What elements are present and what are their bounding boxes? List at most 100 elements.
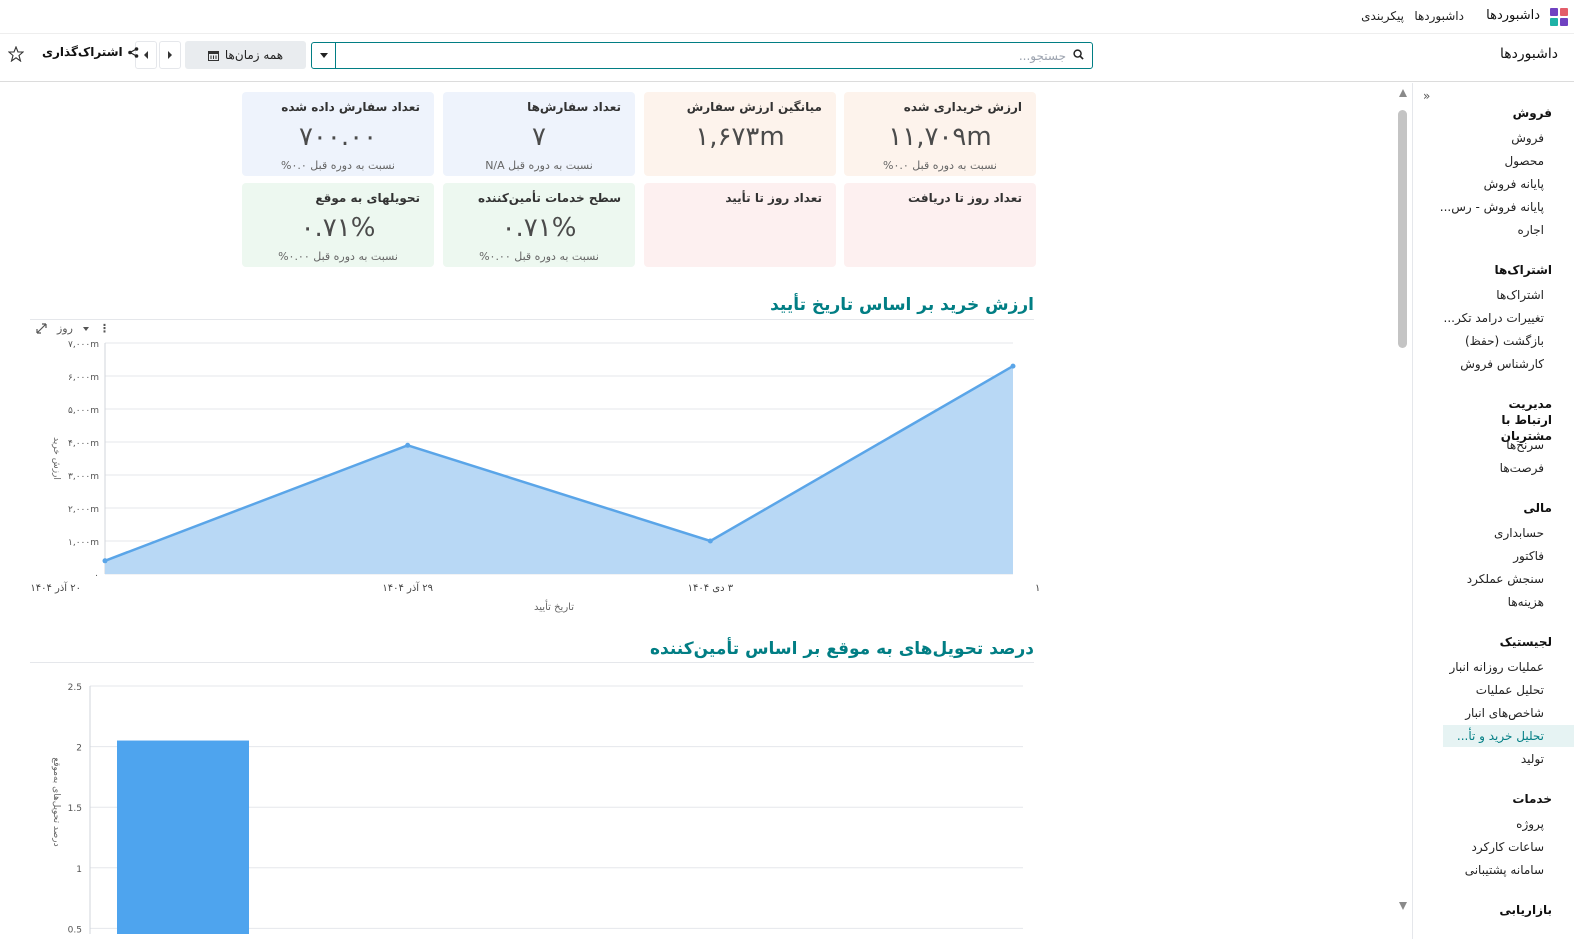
kpi-comparison: نسبت به دوره قبل ۰.۰% xyxy=(883,159,997,172)
sidebar-item[interactable]: تغییرات درامد تکر... xyxy=(1443,311,1544,325)
sidebar-group-title: بازاریابی xyxy=(1499,903,1552,917)
sidebar-group-title: فروش xyxy=(1512,106,1552,120)
kpi-value: ۷ xyxy=(532,122,546,152)
x-tick-label: ۳ دی ۱۴۰۴ xyxy=(688,583,734,594)
kpi-card[interactable]: تحویلهای به موقع ۰.۷۱% نسبت به دوره قبل ۰.… xyxy=(242,183,434,267)
favorite-star-icon[interactable] xyxy=(8,46,24,62)
search-icon[interactable] xyxy=(1073,49,1084,60)
x-tick-label: ۲۹ آذر ۱۴۰۴ xyxy=(382,581,433,594)
chart1-period-label[interactable]: روز xyxy=(57,322,73,335)
sidebar-item[interactable]: اجاره xyxy=(1517,223,1545,237)
sidebar-item[interactable]: فرصت‌ها xyxy=(1499,461,1544,475)
date-filter-label: همه زمان‌ها xyxy=(224,48,284,62)
data-point xyxy=(707,538,713,544)
nav-configuration[interactable]: پیکربندی xyxy=(1361,9,1404,23)
y-axis-title: درصد تحویل‌های به‌موقع xyxy=(51,757,61,846)
y-tick-label: 2.5 xyxy=(68,683,82,693)
main-scroll-up-arrow[interactable] xyxy=(1399,89,1407,97)
sidebar-item[interactable]: شاخص‌های انبار xyxy=(1465,706,1544,720)
sidebar-item[interactable]: هزینه‌ها xyxy=(1507,595,1544,609)
y-tick-label: ۲,۰۰۰m xyxy=(68,505,99,515)
kpi-card[interactable]: تعداد روز تا تأیید xyxy=(644,183,836,267)
area-fill xyxy=(105,366,1013,574)
share-button[interactable]: اشتراک‌گذاری xyxy=(42,45,139,59)
dashboard-sidebar: « فروش فروش محصول پایانه فروش پایانه فروش - … xyxy=(1412,83,1574,939)
y-axis-title: ارزش خرید xyxy=(51,437,61,480)
y-tick-label: ۰ xyxy=(94,571,99,581)
sidebar-item[interactable]: سامانه پشتیبانی xyxy=(1464,863,1544,877)
sidebar-item[interactable]: عملیات روزانه انبار xyxy=(1449,660,1544,674)
sidebar-group-title: لجیستیک xyxy=(1499,635,1552,649)
chevron-left-icon xyxy=(144,51,148,59)
sidebar-item[interactable]: سرنخ‌ها xyxy=(1506,438,1544,452)
chart2-bar-chart: 0.5 1 1.5 2 2.5 درصد تحویل‌های به‌موقع xyxy=(51,683,1023,934)
sidebar-item[interactable]: پایانه فروش - رس... xyxy=(1439,200,1544,214)
kpi-card[interactable]: سطح خدمات تأمین‌کننده ۰.۷۱% نسبت به دوره ق… xyxy=(443,183,635,267)
share-label: اشتراک‌گذاری xyxy=(42,45,123,59)
main-scroll-down-arrow[interactable] xyxy=(1399,902,1407,910)
top-navbar: داشبوردها داشبوردها پیکربندی xyxy=(0,0,1574,34)
series-line xyxy=(104,365,1014,562)
sidebar-item[interactable]: پروژه xyxy=(1516,817,1544,831)
sidebar-item[interactable]: پایانه فروش xyxy=(1483,177,1544,191)
divider xyxy=(30,319,1034,320)
expand-icon[interactable] xyxy=(36,323,47,334)
sidebar-item[interactable]: حسابداری xyxy=(1494,526,1544,540)
kpi-value: ۷۰۰.۰۰ xyxy=(298,122,378,152)
apps-menu-icon[interactable] xyxy=(1550,8,1568,26)
sidebar-group-title: مدیریت ارتباط با مشتریان xyxy=(1500,397,1552,443)
caret-down-icon[interactable] xyxy=(82,326,89,331)
x-tick-label: ۲۰ آذر ۱۴۰۴ xyxy=(30,581,81,594)
sidebar-item[interactable]: فروش xyxy=(1511,131,1544,145)
more-options-icon[interactable]: ⋮ xyxy=(98,322,110,335)
sidebar-item[interactable]: ساعات کارکرد xyxy=(1471,840,1544,854)
control-panel: داشبوردها همه زمان‌ها اشتراک‌گذاری xyxy=(0,34,1574,82)
data-point xyxy=(405,442,411,448)
kpi-title: تعداد سفارش داده شده xyxy=(281,100,420,114)
app-brand[interactable]: داشبوردها xyxy=(1486,8,1540,23)
sidebar-item[interactable]: تولید xyxy=(1520,752,1544,766)
chart1-title: ارزش خرید بر اساس تاریخ تأیید xyxy=(770,295,1034,315)
bar xyxy=(117,740,249,934)
kpi-title: تعداد سفارش‌ها xyxy=(527,100,621,114)
kpi-card[interactable]: تعداد روز تا دریافت xyxy=(844,183,1036,267)
data-point xyxy=(102,558,108,564)
sidebar-item[interactable]: اشتراک‌ها xyxy=(1496,288,1544,302)
page-title: داشبوردها xyxy=(1500,46,1558,62)
search-options-toggle[interactable] xyxy=(312,43,336,68)
sidebar-item[interactable]: فاکتور xyxy=(1513,549,1544,563)
chart1-area-chart: ۰ ۱,۰۰۰m ۲,۰۰۰m ۳,۰۰۰m ۴,۰۰۰m ۵,۰۰۰m ۶,۰۰۰m ۷,۰… xyxy=(30,340,1040,613)
sidebar-item[interactable]: محصول xyxy=(1504,154,1545,168)
search-input[interactable] xyxy=(340,46,1066,65)
next-period-button[interactable] xyxy=(159,41,181,69)
kpi-card[interactable]: تعداد سفارش داده شده ۷۰۰.۰۰ نسبت به دوره ق… xyxy=(242,92,434,176)
date-filter-button[interactable]: همه زمان‌ها xyxy=(185,41,306,69)
kpi-title: میانگین ارزش سفارش xyxy=(686,100,822,114)
chart1-toolbar: روز ⋮ xyxy=(36,322,110,335)
y-tick-label: 1 xyxy=(76,865,82,875)
kpi-card[interactable]: میانگین ارزش سفارش ۱,۶۷۳m xyxy=(644,92,836,176)
kpi-comparison: نسبت به دوره قبل ۰.۰۰% xyxy=(278,250,398,263)
kpi-value: ۰.۷۱% xyxy=(501,213,577,243)
sidebar-item[interactable]: تحلیل عملیات xyxy=(1475,683,1544,697)
data-point xyxy=(1010,363,1016,369)
kpi-title: تحویلهای به موقع xyxy=(315,191,420,205)
kpi-comparison: نسبت به دوره قبل ۰.۰۰% xyxy=(479,250,599,263)
y-tick-label: ۴,۰۰۰m xyxy=(68,439,99,449)
sidebar-item[interactable]: کارشناس فروش xyxy=(1460,357,1544,371)
sidebar-item[interactable]: سنجش عملکرد xyxy=(1466,572,1544,586)
kpi-title: ارزش خریداری شده xyxy=(903,100,1022,114)
sidebar-item[interactable]: بازگشت (حفظ) xyxy=(1464,334,1544,348)
nav-dashboards[interactable]: داشبوردها xyxy=(1414,9,1464,23)
kpi-card[interactable]: ارزش خریداری شده ۱۱,۷۰۹m نسبت به دوره قبل … xyxy=(844,92,1036,176)
kpi-value: ۰.۷۱% xyxy=(300,213,376,243)
caret-down-icon xyxy=(319,53,328,58)
calendar-icon xyxy=(207,50,219,61)
sidebar-item[interactable]: تحلیل خرید و تأ... xyxy=(1443,725,1574,747)
kpi-card[interactable]: تعداد سفارش‌ها ۷ نسبت به دوره قبل N/A xyxy=(443,92,635,176)
main-scrollbar-thumb[interactable] xyxy=(1398,110,1407,348)
divider xyxy=(30,662,1034,663)
kpi-value: ۱۱,۷۰۹m xyxy=(888,122,992,152)
collapse-sidebar-icon[interactable]: « xyxy=(1423,89,1431,103)
y-tick-label: 1.5 xyxy=(68,804,82,814)
